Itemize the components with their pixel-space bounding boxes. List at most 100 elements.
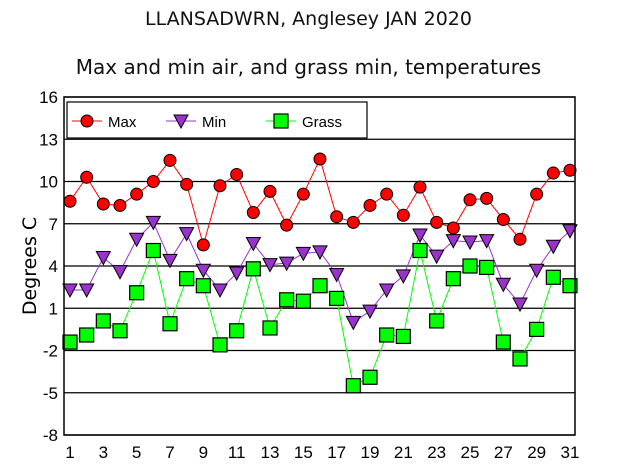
point-max [463,193,477,207]
series-line-grass [69,248,571,387]
legend-box [66,101,368,139]
point-min [312,245,328,260]
point-grass [445,271,461,287]
y-tick-label: 4 [49,257,58,276]
point-grass [545,269,561,285]
point-grass [562,278,578,294]
point-grass [112,323,128,339]
point-min [262,258,278,273]
legend-label-max: Max [108,114,137,131]
point-max [213,179,227,193]
point-max [263,184,277,198]
point-grass [262,320,278,336]
point-max [246,205,260,219]
point-max [180,177,194,191]
point-min [278,256,295,272]
point-min [145,215,162,231]
point-grass [62,334,78,350]
point-grass [329,290,345,306]
point-min [228,266,245,282]
point-grass [245,261,261,277]
point-min [178,227,195,242]
point-max [330,210,344,224]
point-grass [345,378,361,394]
point-min [162,253,178,269]
point-min [245,236,262,252]
y-tick-label: 10 [39,173,58,192]
y-tick-label: 16 [39,88,58,107]
legend-marker-max [80,114,94,128]
point-grass [379,327,395,343]
y-tick-label: -5 [43,384,58,403]
point-max [296,187,310,201]
point-min [62,283,78,298]
chart-subtitle: Max and min air, and grass min, temperat… [75,55,542,79]
x-tick-label: 19 [361,443,380,462]
point-max [496,213,510,227]
x-tick-label: 25 [461,443,480,462]
point-max [396,208,410,222]
point-grass [279,292,295,308]
point-grass [295,293,311,309]
point-max [230,167,244,181]
legend-marker-min [173,114,189,130]
x-tick-label: 7 [165,443,174,462]
point-min [495,277,512,293]
chart-title: LLANSADWRN, Anglesey JAN 2020 [145,8,472,30]
legend-label-grass: Grass [302,114,342,131]
y-axis-label: Degrees C [19,217,41,315]
legend-label-min: Min [202,114,226,131]
point-max [196,238,210,252]
y-tick-label: -8 [43,426,58,445]
point-min [295,246,312,262]
legend: Max Min Grass [66,101,368,139]
point-grass [229,323,245,339]
point-max [313,152,327,166]
point-min [445,234,462,249]
y-tick-label: 1 [49,299,58,318]
point-grass [362,369,378,385]
point-grass [495,334,511,350]
point-min [512,297,528,313]
legend-marker-grass [273,113,289,129]
point-max [430,215,444,229]
point-grass [395,328,411,345]
x-tick-label: 23 [427,443,446,462]
point-min [395,269,412,284]
x-tick-label: 31 [561,443,580,462]
point-max [80,170,94,184]
x-tick-label: 15 [294,443,313,462]
point-min [378,283,395,298]
point-min [545,239,562,255]
x-tick-label: 29 [527,443,546,462]
point-min [328,267,345,283]
point-max [113,198,127,212]
x-tick-label: 3 [99,443,108,462]
point-max [563,163,577,177]
point-min [95,251,112,266]
point-grass [529,321,545,337]
point-grass [512,351,528,367]
point-max [146,175,160,188]
x-tick-label: 1 [65,443,74,462]
point-grass [429,313,445,329]
point-grass [162,316,178,332]
point-grass [179,271,195,287]
point-min [112,265,128,280]
x-tick-label: 27 [494,443,513,462]
point-grass [412,242,428,259]
point-max [380,187,394,201]
point-min [528,263,545,279]
point-grass [212,337,228,353]
point-max [96,197,110,211]
point-max [130,187,144,201]
x-tick-label: 9 [199,443,208,462]
x-tick-label: 17 [327,443,346,462]
point-min [128,232,145,248]
point-grass [312,278,328,294]
point-max [546,166,560,180]
x-tick-label: 11 [228,443,246,462]
y-tick-label: 7 [49,215,58,234]
point-max [280,218,294,232]
